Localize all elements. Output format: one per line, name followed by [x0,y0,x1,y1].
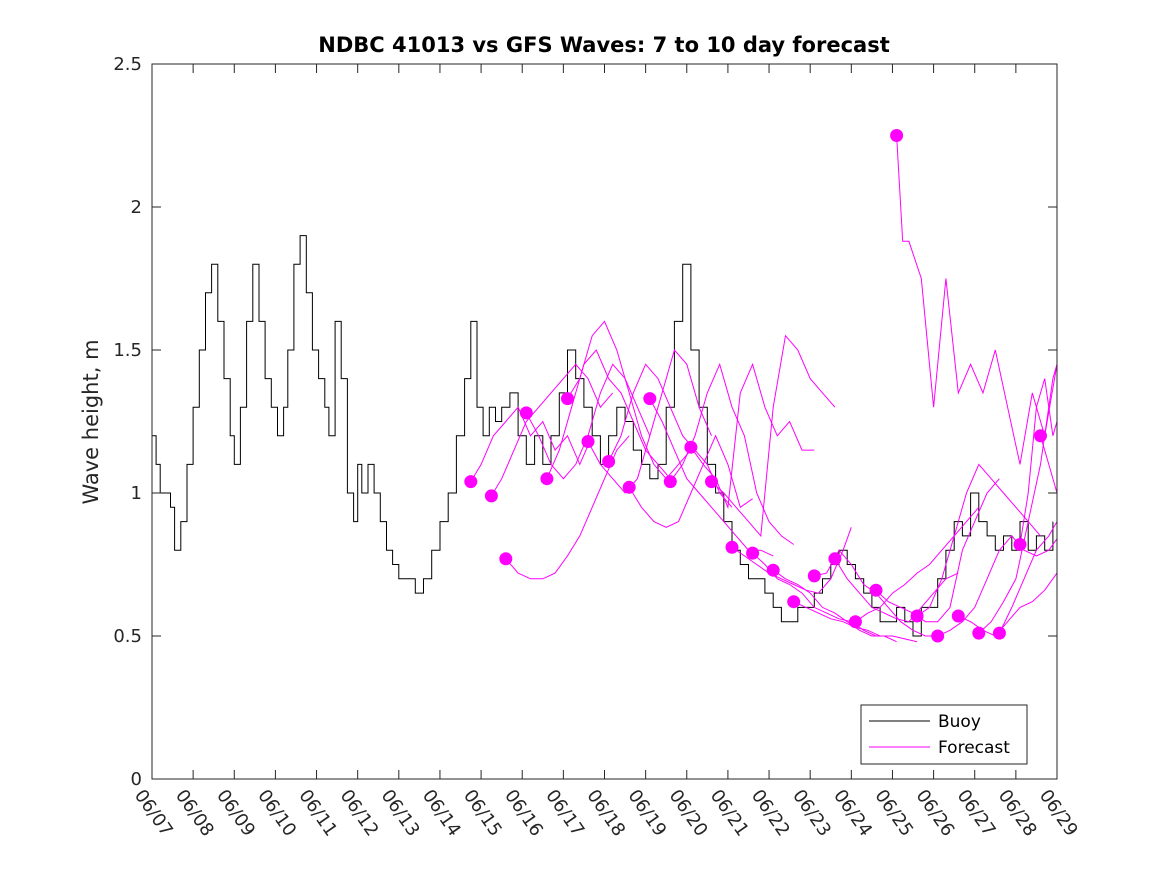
forecast-line-20 [875,478,1000,623]
legend-forecast-label: Forecast [938,738,1010,758]
forecast-line-26 [998,521,1058,634]
forecast-marker-16 [787,595,801,609]
forecast-marker-14 [746,546,760,560]
forecast-marker-2 [499,552,513,566]
forecast-marker-8 [622,480,636,494]
forecast-marker-0 [464,475,478,489]
y-axis-label: Wave height, m [79,339,103,504]
forecast-line-19 [855,506,980,623]
forecast-marker-4 [540,472,554,486]
forecast-marker-27 [1013,538,1027,551]
forecast-line-2 [505,435,630,580]
forecast-line-23 [937,535,1058,637]
forecast-marker-3 [519,406,533,420]
forecast-marker-15 [766,563,780,577]
forecast-line-22 [916,463,1041,617]
plot-background [152,64,1057,779]
forecast-line-28 [1040,435,1058,494]
y-tick-label: 1.5 [113,340,142,361]
forecast-marker-17 [807,569,821,583]
forecast-marker-6 [581,435,595,448]
forecast-line-12 [711,334,836,538]
forecast-marker-10 [663,475,677,489]
forecast-line-0 [470,406,593,482]
legend: Buoy Forecast [860,704,1028,765]
forecast-marker-1 [484,489,498,503]
forecast-marker-12 [705,475,718,489]
forecast-marker-23 [931,629,945,643]
y-tick-label: 2 [131,197,142,218]
y-tick-label: 0 [131,769,142,790]
forecast-marker-13 [725,540,739,554]
forecast-line-6 [587,348,712,494]
plot-area [152,64,1057,779]
forecast-marker-24 [951,609,965,623]
forecast-line-21 [896,135,1058,465]
forecast-line-24 [958,572,1058,637]
forecast-line-8 [628,434,753,528]
forecast-line-15 [772,569,897,643]
y-tick-label: 1 [131,483,142,504]
forecast-marker-22 [910,609,924,623]
forecast-marker-7 [602,455,616,468]
forecast-marker-18 [828,552,842,566]
y-axis-ticks: 0 0.5 1 1.5 2 2.5 [113,54,1057,790]
forecast-marker-9 [643,392,657,406]
forecast-marker-21 [890,129,904,142]
y-tick-label: 2.5 [113,54,142,75]
forecast-line-11 [690,362,815,510]
forecast-marker-5 [561,392,574,406]
legend-box [860,704,1028,765]
chart-title: NDBC 41013 vs GFS Waves: 7 to 10 day for… [318,33,889,57]
forecast-marker-28 [1034,429,1047,443]
forecast-marker-26 [992,626,1006,640]
forecast-marker-11 [684,440,698,454]
legend-buoy-label: Buoy [938,712,981,732]
forecast-marker-20 [869,583,883,597]
forecast-line-5 [567,320,692,480]
forecast-line-13 [731,527,852,594]
forecast-marker-19 [848,615,862,629]
forecast-line-27 [1019,378,1058,545]
forecast-marker-25 [972,626,986,640]
forecast-markers [464,129,1047,643]
y-tick-label: 0.5 [113,626,142,647]
forecast-line-1 [490,363,614,497]
